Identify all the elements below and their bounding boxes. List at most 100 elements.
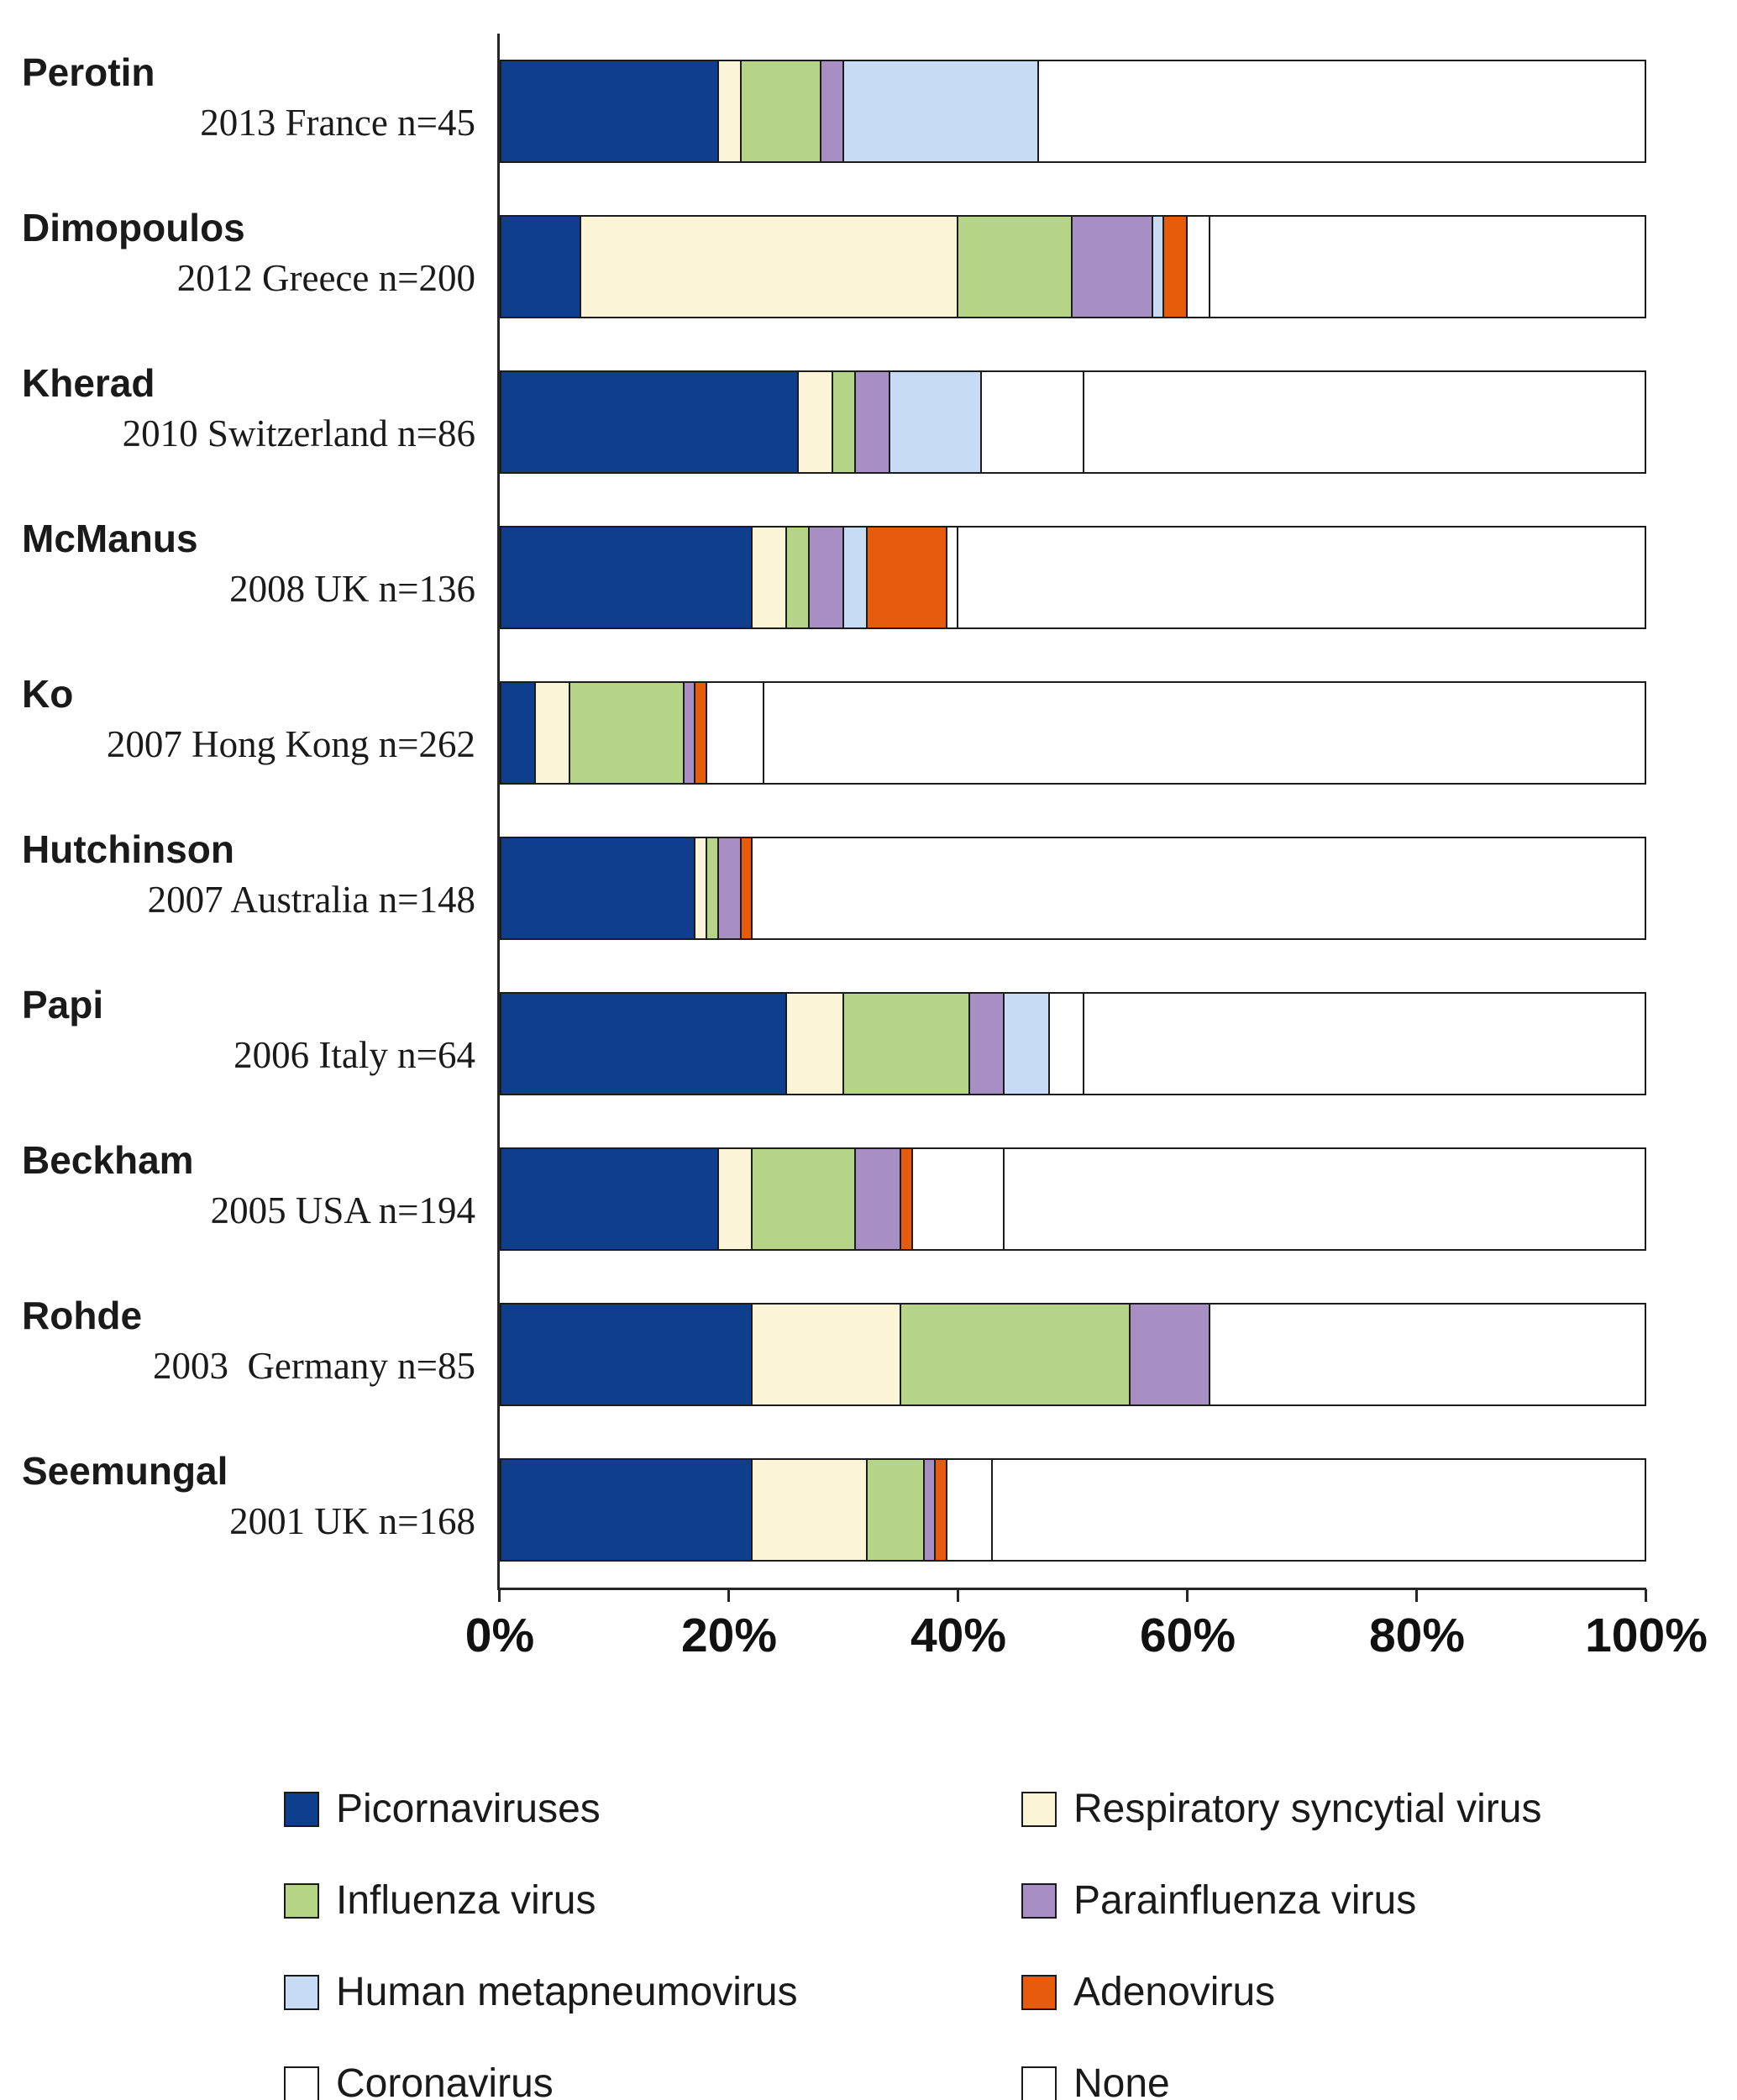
bar-segment-coronavirus [947, 528, 959, 627]
bar-segment-rsv [798, 372, 833, 472]
x-axis-tick [1186, 1589, 1189, 1602]
bar-segment-coronavirus [947, 1460, 994, 1560]
stacked-bar [500, 1147, 1646, 1251]
stacked-bar [500, 526, 1646, 629]
bar-segment-parainfluenza [855, 372, 890, 472]
study-label: Rohde 2003 Germany n=85 [0, 1263, 497, 1419]
x-axis-tick [1645, 1589, 1647, 1602]
legend-item-parainfluenza: Parainfluenza virus [1021, 1877, 1541, 1924]
legend-label: Picornaviruses [336, 1787, 601, 1831]
bar-segment-picornaviruses [501, 528, 753, 627]
bar-segment-picornaviruses [501, 61, 719, 161]
bar-segment-parainfluenza [810, 528, 845, 627]
study-label: McManus 2008 UK n=136 [0, 486, 497, 642]
bar-segment-none [1210, 217, 1645, 317]
bar-segment-hmpv [889, 372, 982, 472]
bar-segment-picornaviruses [501, 1149, 719, 1249]
bar-segment-adenovirus [741, 838, 753, 938]
bar-segment-none [1004, 1149, 1645, 1249]
bar-row [500, 811, 1646, 966]
study-name: McManus [22, 517, 198, 561]
study-detail: 2005 USA n=194 [210, 1189, 475, 1232]
bar-segment-picornaviruses [501, 838, 696, 938]
bar-segment-none [958, 528, 1645, 627]
study-detail: 2003 Germany n=85 [152, 1345, 475, 1388]
bar-row [500, 189, 1646, 344]
bar-segment-picornaviruses [501, 994, 788, 1094]
stacked-bar [500, 370, 1646, 474]
bar-segment-rsv [718, 61, 742, 161]
legend-label: Respiratory syncytial virus [1073, 1787, 1542, 1831]
x-axis-label: 80% [1368, 1609, 1466, 1662]
bar-segment-influenza [787, 528, 811, 627]
bar-segment-picornaviruses [501, 1305, 753, 1404]
bar-segment-rsv [695, 838, 707, 938]
bar-segment-influenza [832, 372, 856, 472]
stacked-bar [500, 681, 1646, 785]
study-label: Ko 2007 Hong Kong n=262 [0, 642, 497, 797]
rsv-swatch-icon [1021, 1791, 1057, 1827]
x-axis-label: 60% [1139, 1609, 1236, 1662]
x-axis-label: 40% [910, 1609, 1007, 1662]
bar-row [500, 34, 1646, 189]
legend-item-none: None [1021, 2061, 1541, 2100]
x-axis-tick [727, 1589, 730, 1602]
bar-segment-none [1210, 1305, 1645, 1404]
bar-segment-adenovirus [867, 528, 947, 627]
bar-row [500, 344, 1646, 500]
bar-segment-none [1038, 61, 1645, 161]
study-label: Hutchinson 2007 Australia n=148 [0, 797, 497, 953]
study-name: Rohde [22, 1294, 143, 1338]
bar-segment-picornaviruses [501, 1460, 753, 1560]
bar-segment-picornaviruses [501, 372, 799, 472]
hmpv-swatch-icon [284, 1974, 319, 2010]
bar-segment-parainfluenza [718, 838, 742, 938]
bar-segment-rsv [753, 1460, 868, 1560]
none-swatch-icon [1021, 2066, 1057, 2100]
legend-label: Influenza virus [336, 1878, 596, 1923]
stacked-bar [500, 60, 1646, 163]
bar-segment-none [993, 1460, 1645, 1560]
study-name: Hutchinson [22, 827, 234, 872]
study-name: Dimopoulos [22, 206, 245, 250]
bar-segment-influenza [867, 1460, 925, 1560]
bar-segment-none [1084, 994, 1645, 1094]
study-name: Papi [22, 983, 104, 1027]
bar-segment-adenovirus [695, 683, 707, 783]
coronavirus-swatch-icon [284, 2066, 319, 2100]
legend-item-rsv: Respiratory syncytial virus [1021, 1786, 1541, 1832]
bar-segment-parainfluenza [684, 683, 696, 783]
stacked-bar [500, 215, 1646, 318]
bar-segment-picornaviruses [501, 217, 582, 317]
bar-segment-influenza [741, 61, 822, 161]
stacked-bar [500, 1303, 1646, 1406]
bar-segment-parainfluenza [1130, 1305, 1210, 1404]
bar-row [500, 1121, 1646, 1277]
bar-segment-adenovirus [1164, 217, 1188, 317]
bar-segment-coronavirus [912, 1149, 1005, 1249]
bar-segment-hmpv [1152, 217, 1165, 317]
legend-item-hmpv: Human metapneumovirus [284, 1969, 1021, 2015]
legend: Picornaviruses Respiratory syncytial viru… [284, 1786, 1541, 2100]
bar-segment-none [764, 683, 1645, 783]
parainfluenza-swatch-icon [1021, 1882, 1057, 1919]
bar-segment-rsv [535, 683, 570, 783]
study-label: Beckham 2005 USA n=194 [0, 1108, 497, 1263]
bar-segment-influenza [569, 683, 685, 783]
study-name: Beckham [22, 1138, 194, 1183]
bar-row [500, 500, 1646, 655]
legend-label: None [1073, 2061, 1170, 2100]
study-name: Kherad [22, 361, 155, 406]
bar-segment-parainfluenza [1073, 217, 1153, 317]
x-axis-tick [1415, 1589, 1418, 1602]
stacked-bar [500, 992, 1646, 1095]
study-label: Seemungal 2001 UK n=168 [0, 1419, 497, 1574]
legend-label: Parainfluenza virus [1073, 1878, 1417, 1923]
bar-segment-parainfluenza [970, 994, 1005, 1094]
bar-row [500, 1432, 1646, 1588]
bar-segment-rsv [787, 994, 845, 1094]
study-detail: 2010 Switzerland n=86 [122, 412, 475, 455]
legend-label: Human metapneumovirus [336, 1970, 798, 2014]
bar-segment-rsv [753, 528, 788, 627]
